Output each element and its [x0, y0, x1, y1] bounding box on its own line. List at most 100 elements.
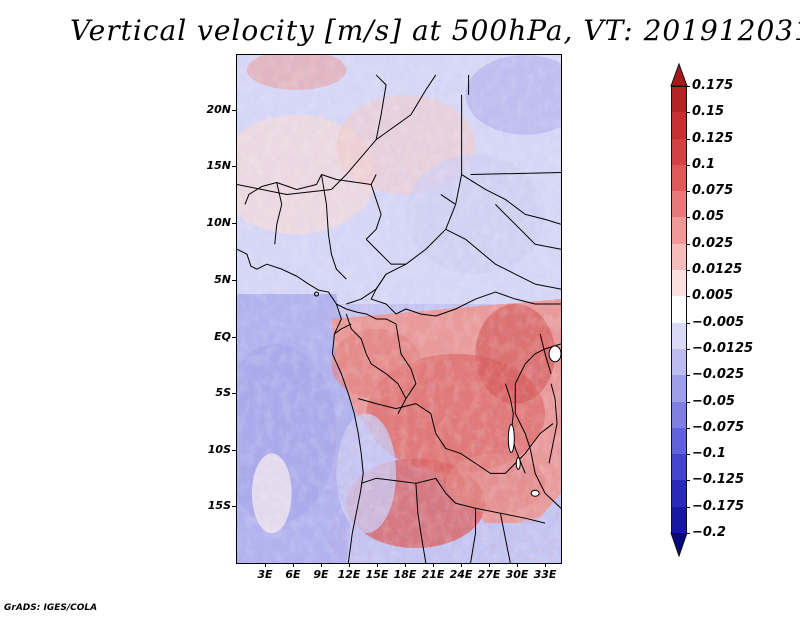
colorbar-label: −0.05 — [692, 393, 735, 409]
colorbar-segment — [671, 164, 687, 193]
colorbar-bottom-arrow — [670, 532, 688, 558]
colorbar-top-arrow — [670, 62, 688, 87]
lon-label-9e: 9E — [313, 568, 329, 581]
colorbar-ends — [670, 62, 688, 558]
lon-label-15e: 15E — [365, 568, 389, 581]
lat-tick-20n — [232, 110, 236, 111]
colorbar-label: 0.1 — [692, 156, 716, 172]
lon-label-21e: 21E — [421, 568, 445, 581]
lon-tick-9e — [321, 563, 322, 567]
colorbar-tick — [686, 164, 690, 166]
colorbar-segment — [671, 375, 687, 403]
lon-label-3e: 3E — [257, 568, 273, 581]
colorbar-label: 0.025 — [692, 235, 734, 251]
lat-tick-15s — [232, 506, 236, 507]
velocity-field-map — [237, 55, 561, 563]
colorbar-label: 0.005 — [692, 288, 734, 304]
colorbar-segment — [671, 217, 687, 245]
lon-tick-15e — [377, 563, 378, 567]
lat-tick-10n — [232, 223, 236, 224]
colorbar-tick — [686, 138, 690, 140]
colorbar-tick — [686, 533, 690, 534]
lon-label-6e: 6E — [285, 568, 301, 581]
colorbar-segment — [671, 454, 687, 482]
lat-tick-5n — [232, 280, 236, 281]
colorbar-label: 0.075 — [692, 183, 734, 199]
lat-label-20n: 20N — [206, 103, 231, 116]
lon-label-24e: 24E — [449, 568, 473, 581]
grads-credit: GrADS: IGES/COLA — [4, 603, 98, 613]
colorbar-segment — [671, 191, 687, 219]
colorbar-segment — [671, 86, 687, 114]
colorbar-label: 0.0125 — [692, 262, 743, 278]
lon-tick-6e — [293, 563, 294, 567]
lat-label-10n: 10N — [206, 216, 231, 229]
lon-label-33e: 33E — [533, 568, 557, 581]
colorbar-label: 0.175 — [692, 78, 734, 93]
colorbar-tick — [686, 480, 690, 482]
lat-label-5n: 5N — [214, 273, 231, 286]
colorbar-tick — [686, 86, 690, 87]
colorbar-label: −0.025 — [692, 367, 745, 383]
colorbar-label: −0.0125 — [692, 340, 754, 356]
lon-tick-21e — [433, 563, 434, 567]
colorbar-tick — [686, 217, 690, 219]
colorbar-tick — [686, 506, 690, 508]
colorbar-segment — [671, 427, 687, 456]
map-title: Vertical velocity [m/s] at 500hPa, VT: 2… — [70, 14, 800, 47]
colorbar-label: −0.125 — [692, 472, 745, 488]
lat-label-10s: 10S — [207, 443, 231, 456]
lat-label-15n: 15N — [206, 159, 231, 172]
colorbar-label: 0.125 — [692, 130, 734, 146]
colorbar-label: −0.005 — [692, 314, 745, 330]
colorbar-tick — [686, 296, 690, 298]
colorbar-label: −0.175 — [692, 498, 745, 514]
lat-tick-eq — [232, 337, 236, 338]
colorbar-tick — [686, 375, 690, 377]
colorbar-segment — [671, 480, 687, 508]
lat-tick-5s — [232, 393, 236, 394]
lon-label-27e: 27E — [477, 568, 501, 581]
lat-tick-15n — [232, 166, 236, 167]
map-plot-area — [236, 54, 562, 564]
colorbar-tick — [686, 454, 690, 456]
lat-label-15s: 15S — [207, 499, 231, 512]
lon-label-12e: 12E — [337, 568, 361, 581]
lon-tick-30e — [517, 563, 518, 567]
colorbar-label: −0.1 — [692, 446, 726, 462]
lat-label-5s: 5S — [215, 386, 231, 399]
lat-label-eq: EQ — [214, 330, 231, 343]
lon-tick-3e — [265, 563, 266, 567]
colorbar-label: 0.15 — [692, 104, 725, 120]
colorbar-tick — [686, 112, 690, 114]
colorbar-segment — [671, 270, 687, 298]
lon-label-18e: 18E — [393, 568, 417, 581]
colorbar — [668, 60, 690, 560]
colorbar-tick — [686, 401, 690, 403]
lon-tick-27e — [489, 563, 490, 567]
colorbar-segment — [671, 296, 687, 324]
lon-tick-18e — [405, 563, 406, 567]
colorbar-label: −0.075 — [692, 419, 745, 435]
lat-tick-10s — [232, 450, 236, 451]
colorbar-segment — [671, 322, 687, 350]
colorbar-tick — [686, 322, 690, 324]
colorbar-segment — [671, 243, 687, 272]
colorbar-tick — [686, 348, 690, 350]
colorbar-segment — [671, 348, 687, 377]
colorbar-tick — [686, 270, 690, 272]
colorbar-label: 0.05 — [692, 209, 725, 225]
lon-label-30e: 30E — [505, 568, 529, 581]
colorbar-segment — [671, 138, 687, 166]
lon-tick-33e — [545, 563, 546, 567]
colorbar-tick — [686, 191, 690, 193]
lon-tick-24e — [461, 563, 462, 567]
colorbar-tick — [686, 243, 690, 245]
colorbar-segment — [671, 401, 687, 429]
lon-tick-12e — [349, 563, 350, 567]
colorbar-tick — [686, 427, 690, 429]
colorbar-segment — [671, 112, 687, 140]
colorbar-label: −0.2 — [692, 525, 726, 540]
colorbar-segment — [671, 506, 687, 534]
